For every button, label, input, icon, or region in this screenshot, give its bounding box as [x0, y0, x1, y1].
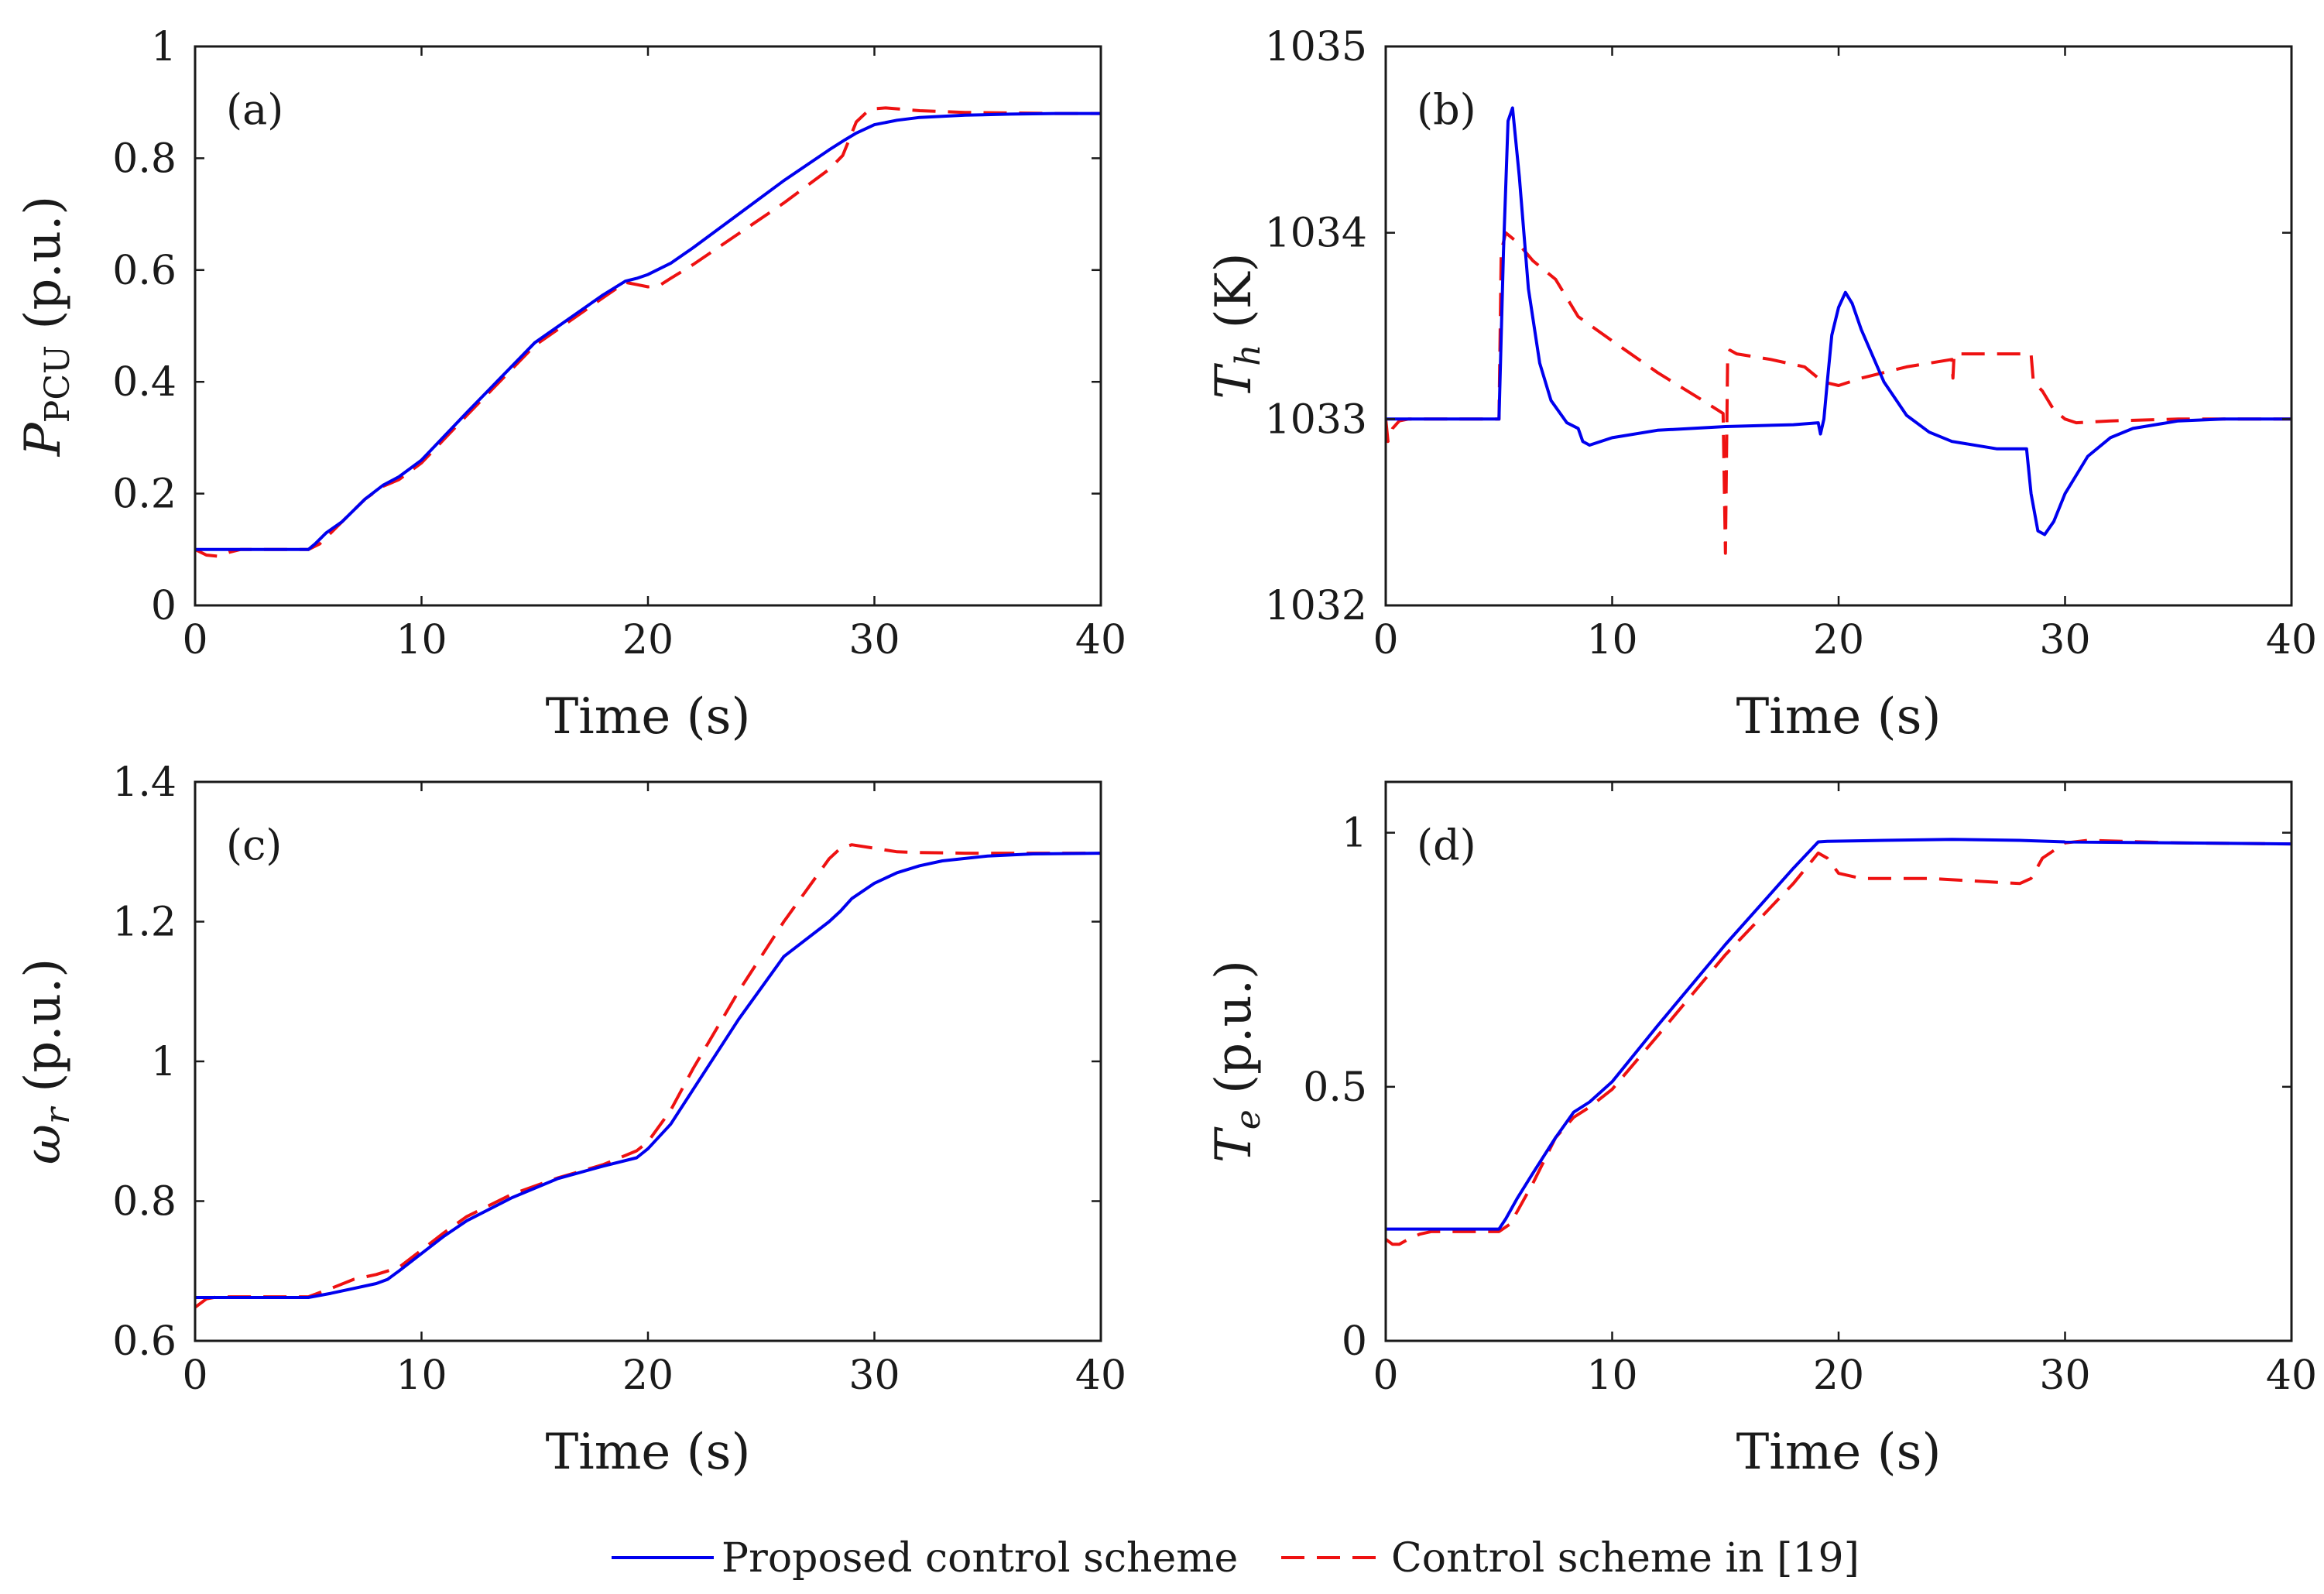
x-tick-label-b: 30: [2039, 617, 2090, 663]
y-axis-unit-c: (p.u.): [15, 958, 72, 1108]
y-tick-label-c: 1.4: [112, 759, 177, 806]
x-tick-label-d: 30: [2039, 1352, 2090, 1399]
y-axis-label-d: Te (p.u.): [1205, 960, 1268, 1163]
y-axis-label-b: Th (K): [1205, 252, 1268, 399]
axes-frame-a: [194, 45, 1102, 607]
series-layer-a: [195, 106, 1101, 558]
x-tick-label-c: 0: [182, 1352, 207, 1399]
x-axis-label-a: Time (s): [546, 688, 751, 746]
y-axis-label-c: ωr (p.u.): [15, 958, 77, 1164]
y-axis-unit-b: (K): [1205, 252, 1263, 344]
panel-label-d: (d): [1417, 821, 1476, 869]
x-tick-label-c: 40: [1075, 1352, 1126, 1399]
y-axis-subscript-b: h: [1229, 345, 1268, 366]
y-tick-label-a: 0.2: [112, 471, 177, 518]
x-tick-label-a: 40: [1075, 617, 1126, 663]
panel-d: 0 10 20 30 40 0 0.5 1 (d) Time (s) Te (p.u.): [1205, 780, 2317, 1481]
series-layer-c: [195, 843, 1101, 1309]
series-line-reference-c: [195, 843, 1101, 1309]
x-tick-label-b: 10: [1586, 617, 1637, 663]
x-axis-label-b: Time (s): [1736, 688, 1942, 746]
ticks-b: 0 10 20 30 40 1032 1033 1034 1035: [1265, 24, 2317, 663]
y-tick-label-a: 0.6: [112, 248, 177, 294]
x-tick-label-a: 10: [396, 617, 447, 663]
series-line-reference-b: [1386, 231, 2291, 555]
panel-label-a: (a): [226, 85, 283, 134]
x-tick-label-b: 0: [1373, 617, 1398, 663]
x-tick-label-d: 40: [2266, 1352, 2317, 1399]
panel-label-c: (c): [226, 821, 282, 869]
y-axis-label-a: PPCU (p.u.): [15, 196, 77, 458]
y-tick-label-b: 1032: [1265, 583, 1367, 629]
x-axis-label-c: Time (s): [546, 1424, 751, 1481]
axes-frame-b: [1384, 45, 2293, 607]
y-tick-label-c: 0.6: [112, 1318, 177, 1365]
x-tick-label-c: 10: [396, 1352, 447, 1399]
y-axis-symbol-c: ω: [15, 1124, 72, 1164]
series-line-reference-d: [1386, 838, 2291, 1246]
x-axis-label-d: Time (s): [1736, 1424, 1942, 1481]
y-tick-label-c: 1.2: [112, 900, 177, 946]
x-tick-label-d: 10: [1586, 1352, 1637, 1399]
y-axis-symbol-a: P: [15, 422, 72, 457]
panel-c: 0 10 20 30 40 0.6 0.8 1 1.2 1.4 (c) Time (s) ωr (…: [15, 759, 1126, 1481]
series-layer-b: [1386, 106, 2291, 555]
x-tick-label-c: 30: [848, 1352, 900, 1399]
y-axis-subscript-a: PCU: [38, 345, 77, 423]
x-tick-label-b: 20: [1813, 617, 1864, 663]
y-tick-label-b: 1034: [1265, 211, 1367, 257]
y-tick-label-b: 1033: [1265, 396, 1367, 443]
y-tick-label-d: 0: [1342, 1318, 1367, 1365]
y-axis-subscript-d: e: [1229, 1109, 1268, 1130]
x-tick-label-a: 30: [848, 617, 900, 663]
series-line-proposed-d: [1386, 838, 2291, 1231]
legend-label-reference: Control scheme in [19]: [1391, 1535, 1860, 1582]
ticks-a: 0 10 20 30 40 0 0.2 0.4 0.6 0.8 1: [112, 24, 1126, 663]
series-line-proposed-c: [195, 852, 1101, 1299]
x-tick-label-b: 40: [2266, 617, 2317, 663]
panel-b: 0 10 20 30 40 1032 1033 1034 1035 (b) Time (s) T…: [1205, 24, 2317, 746]
axes-frame-c: [194, 780, 1102, 1342]
y-axis-unit-a: (p.u.): [15, 196, 72, 345]
panel-a: 0 10 20 30 40 0 0.2 0.4 0.6 0.8 1 (a) Time (s) PPC…: [15, 24, 1126, 746]
ticks-d: 0 10 20 30 40 0 0.5 1: [1303, 782, 2317, 1399]
y-tick-label-b: 1035: [1265, 24, 1367, 70]
series-layer-d: [1386, 838, 2291, 1246]
x-tick-label-c: 20: [622, 1352, 674, 1399]
y-tick-label-d: 1: [1342, 811, 1367, 857]
x-tick-label-d: 20: [1813, 1352, 1864, 1399]
series-line-proposed-b: [1386, 106, 2291, 536]
legend-label-proposed: Proposed control scheme: [722, 1535, 1238, 1582]
y-axis-subscript-c: r: [38, 1106, 77, 1124]
series-line-proposed-a: [195, 111, 1101, 551]
y-tick-label-c: 1: [151, 1039, 177, 1085]
axes-frame-d: [1384, 780, 2293, 1342]
x-tick-label-d: 0: [1373, 1352, 1398, 1399]
y-axis-symbol-d: T: [1205, 1126, 1263, 1163]
y-axis-symbol-b: T: [1205, 363, 1263, 399]
legend: Proposed control scheme Control scheme i…: [612, 1535, 1860, 1582]
series-line-reference-a: [195, 106, 1101, 558]
ticks-c: 0 10 20 30 40 0.6 0.8 1 1.2 1.4: [112, 759, 1126, 1399]
y-tick-label-a: 0: [151, 583, 177, 629]
y-tick-label-a: 0.4: [112, 359, 177, 406]
x-tick-label-a: 0: [182, 617, 207, 663]
x-tick-label-a: 20: [622, 617, 674, 663]
y-tick-label-d: 0.5: [1303, 1064, 1367, 1111]
y-tick-label-a: 1: [151, 24, 177, 70]
y-axis-unit-d: (p.u.): [1205, 960, 1263, 1109]
panel-label-b: (b): [1417, 85, 1476, 134]
y-tick-label-a: 0.8: [112, 135, 177, 182]
y-tick-label-c: 0.8: [112, 1179, 177, 1225]
